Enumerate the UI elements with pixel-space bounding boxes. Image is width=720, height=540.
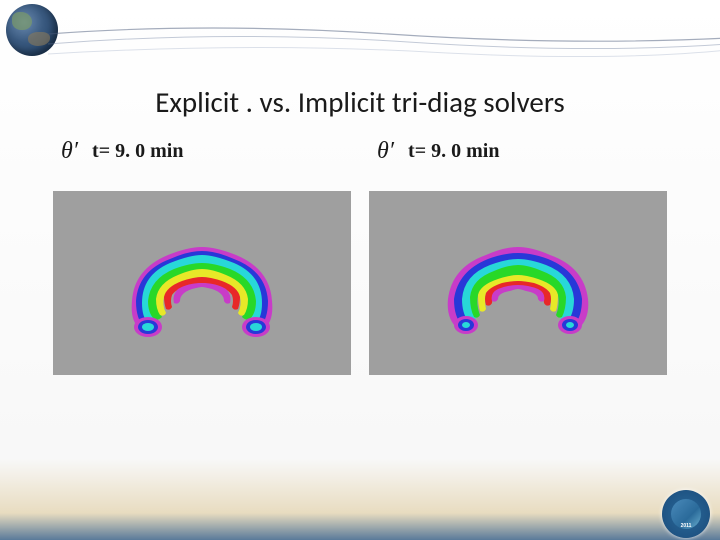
sim-box-left [53, 191, 351, 375]
comparison-panels: θ′ t= 9. 0 min [0, 138, 720, 375]
noaa-year: 2011 [681, 523, 692, 529]
panel-left-label: θ′ t= 9. 0 min [61, 138, 351, 165]
thermal-bubble-left [112, 245, 292, 341]
panel-implicit: θ′ t= 9. 0 min [369, 138, 667, 375]
thermal-bubble-right [428, 245, 608, 341]
earth-icon [6, 4, 58, 56]
time-label-right: t= 9. 0 min [408, 140, 499, 163]
theta-prime-symbol: θ′ [377, 138, 394, 165]
panel-right-label: θ′ t= 9. 0 min [377, 138, 667, 165]
noaa-logo-icon: 2011 [662, 490, 710, 538]
slide-title: Explicit . vs. Implicit tri-diag solvers [0, 84, 720, 120]
header-decoration [0, 0, 720, 70]
swoosh-lines [48, 20, 720, 70]
panel-explicit: θ′ t= 9. 0 min [53, 138, 351, 375]
sim-box-right [369, 191, 667, 375]
time-label-left: t= 9. 0 min [92, 140, 183, 163]
theta-prime-symbol: θ′ [61, 138, 78, 165]
